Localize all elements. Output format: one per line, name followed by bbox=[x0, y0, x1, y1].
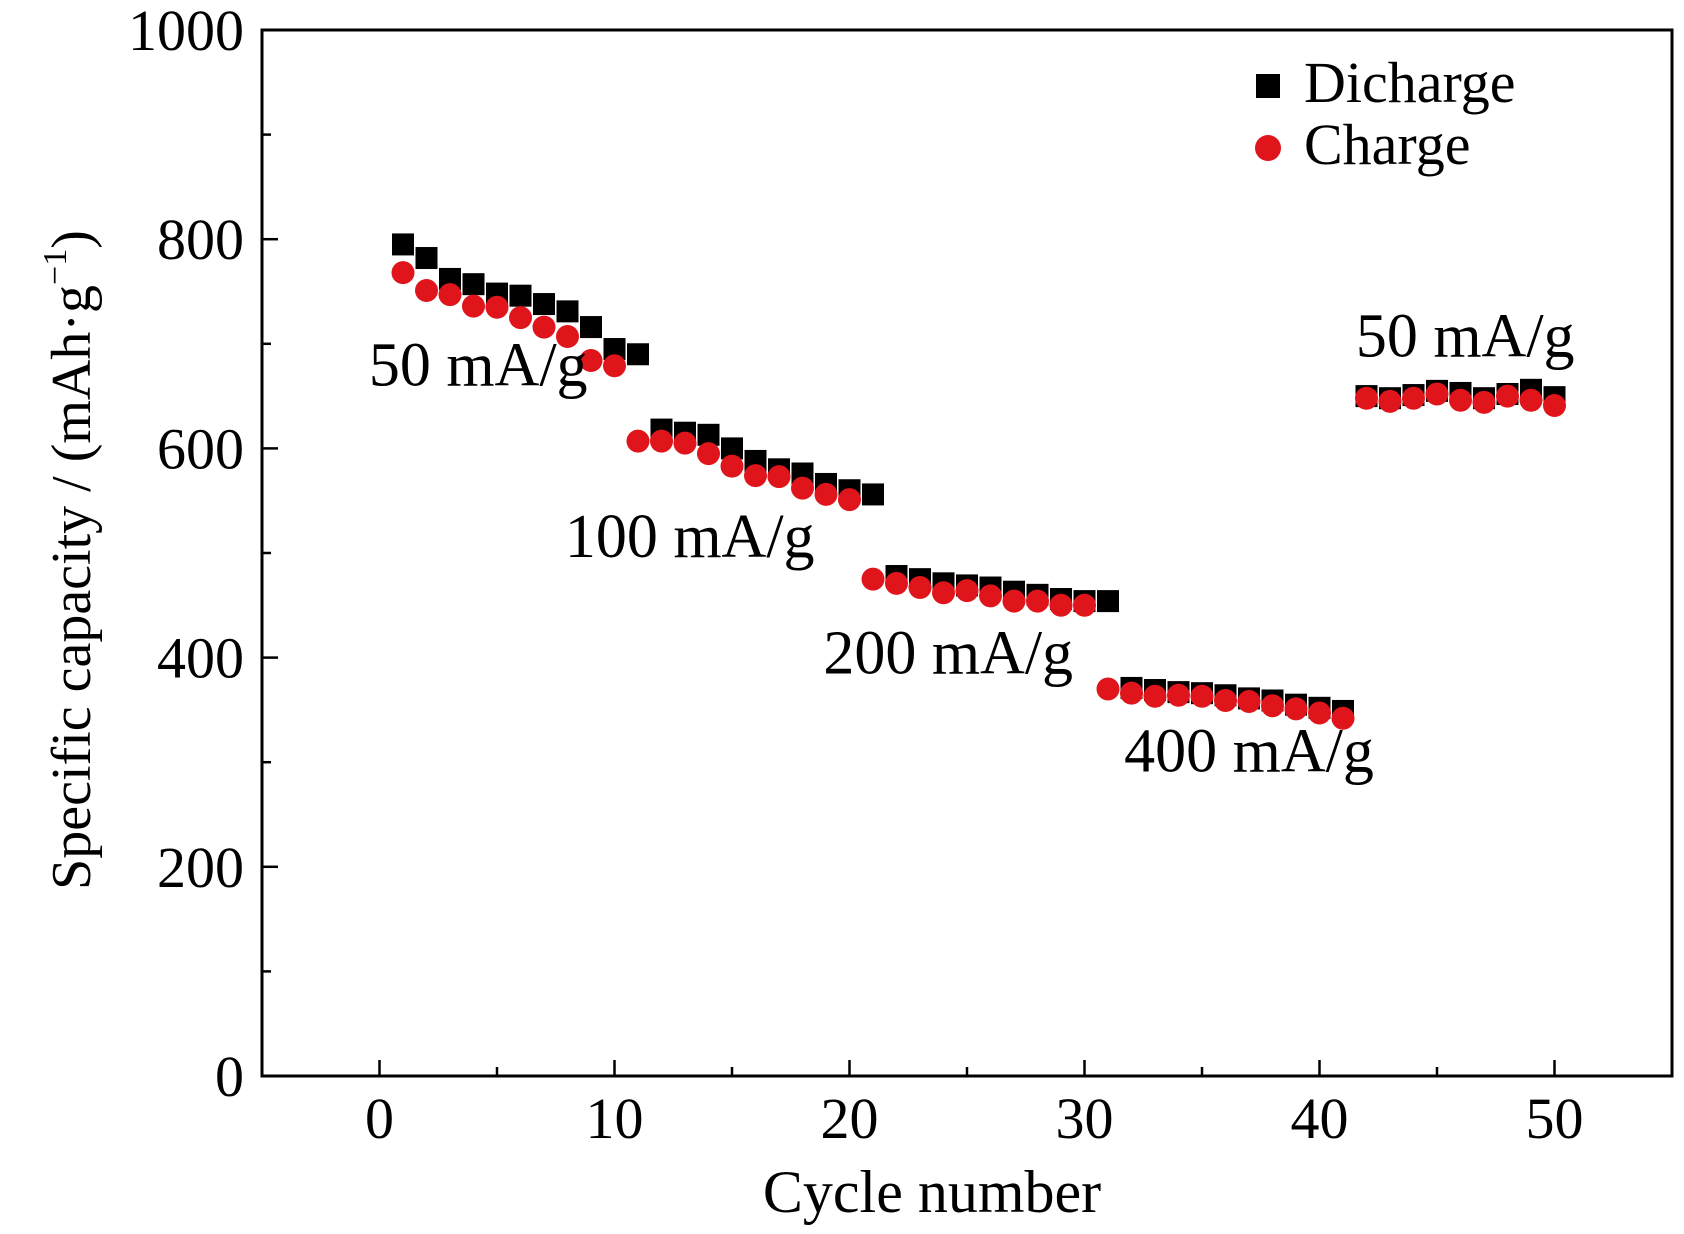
charge-point bbox=[1049, 593, 1073, 617]
charge-point bbox=[391, 261, 415, 285]
plot-frame bbox=[260, 28, 1674, 1078]
charge-point bbox=[626, 429, 650, 453]
dicharge-point bbox=[580, 316, 602, 339]
charge-point bbox=[1355, 386, 1378, 410]
charge-point bbox=[603, 354, 626, 378]
legend-marker-charge bbox=[1255, 135, 1281, 161]
charge-point bbox=[1449, 388, 1472, 412]
dicharge-point bbox=[556, 300, 579, 323]
charge-point bbox=[415, 278, 438, 302]
legend: Dicharge Charge bbox=[1255, 50, 1516, 177]
charge-point bbox=[1543, 394, 1566, 418]
charge-point bbox=[532, 315, 556, 339]
y-tick-label: 800 bbox=[157, 207, 244, 272]
charge-point bbox=[509, 306, 532, 330]
x-tick-label: 0 bbox=[365, 1086, 394, 1151]
dicharge-point bbox=[721, 437, 743, 460]
x-tick-label: 40 bbox=[1291, 1086, 1349, 1151]
charge-point bbox=[579, 349, 603, 373]
y-tick-label: 400 bbox=[157, 626, 244, 691]
charge-point bbox=[1402, 386, 1425, 410]
charge-point bbox=[979, 584, 1002, 608]
charge-point bbox=[1096, 677, 1120, 701]
dicharge-point bbox=[627, 343, 649, 366]
charge-point bbox=[485, 295, 509, 319]
x-tick-label: 50 bbox=[1526, 1086, 1584, 1151]
charge-point bbox=[955, 579, 979, 603]
charge-point bbox=[438, 283, 462, 307]
charge-point bbox=[697, 442, 720, 466]
charge-point bbox=[1026, 589, 1049, 613]
charge-point bbox=[1472, 390, 1496, 414]
charge-point bbox=[1190, 684, 1214, 708]
x-tick-label: 20 bbox=[821, 1086, 879, 1151]
legend-label-charge: Charge bbox=[1304, 112, 1470, 177]
y-axis-label-close: ) bbox=[41, 230, 103, 249]
dicharge-point bbox=[509, 284, 532, 307]
charge-point bbox=[1143, 684, 1167, 708]
dicharge-point bbox=[392, 233, 414, 256]
y-tick-label: 600 bbox=[157, 416, 244, 481]
charge-point bbox=[1214, 688, 1237, 712]
dicharge-point bbox=[862, 483, 884, 506]
charge-point bbox=[1378, 389, 1402, 413]
charge-point bbox=[556, 324, 579, 348]
charge-point bbox=[1331, 706, 1355, 730]
charge-point bbox=[1237, 690, 1261, 714]
charge-point bbox=[1073, 593, 1096, 617]
charge-point bbox=[650, 429, 673, 453]
dicharge-point bbox=[697, 423, 720, 446]
y-tick-label: 0 bbox=[215, 1044, 244, 1109]
charge-point bbox=[1167, 683, 1190, 707]
x-axis-ticks: 0 10 20 30 40 50 bbox=[365, 1060, 1584, 1151]
dicharge-point bbox=[462, 273, 485, 296]
charge-point bbox=[673, 431, 697, 455]
charge-point bbox=[720, 454, 744, 478]
charge-point bbox=[744, 464, 767, 488]
dicharge-point bbox=[1097, 590, 1119, 613]
charge-point bbox=[1120, 681, 1143, 705]
charge-point bbox=[908, 576, 932, 600]
y-axis-label-exponent: −1 bbox=[37, 249, 74, 285]
y-axis-ticks: 0 200 400 600 800 1000 bbox=[128, 0, 278, 1109]
dicharge-point bbox=[603, 338, 626, 361]
rate-annotation: 100 mA/g bbox=[565, 503, 815, 571]
charge-point bbox=[932, 581, 955, 605]
y-axis-label: Specific capacity / (mAh·g−1) bbox=[37, 230, 103, 890]
dicharge-point bbox=[415, 247, 438, 270]
rate-annotation: 50 mA/g bbox=[1356, 302, 1575, 370]
x-tick-label: 10 bbox=[586, 1086, 644, 1151]
x-tick-label: 30 bbox=[1056, 1086, 1114, 1151]
charge-point bbox=[791, 476, 814, 500]
rate-annotation: 200 mA/g bbox=[823, 619, 1073, 687]
charge-point bbox=[1261, 694, 1284, 718]
charge-point bbox=[1425, 382, 1449, 406]
y-tick-label: 1000 bbox=[128, 0, 244, 63]
data-markers bbox=[391, 233, 1566, 730]
charge-point bbox=[462, 294, 485, 318]
rate-annotation: 50 mA/g bbox=[369, 332, 588, 400]
charge-point bbox=[1519, 388, 1543, 412]
dicharge-point bbox=[533, 293, 555, 316]
charge-point bbox=[861, 567, 885, 591]
dicharge-point bbox=[439, 267, 461, 290]
legend-label-dicharge: Dicharge bbox=[1304, 50, 1516, 115]
x-axis-label: Cycle number bbox=[763, 1159, 1101, 1225]
y-tick-label: 200 bbox=[157, 835, 244, 900]
rate-annotation: 400 mA/g bbox=[1124, 718, 1374, 786]
charge-point bbox=[814, 482, 838, 506]
charge-point bbox=[1308, 701, 1331, 725]
charge-point bbox=[767, 465, 791, 489]
charge-point bbox=[1002, 589, 1026, 613]
legend-marker-dicharge bbox=[1256, 74, 1280, 98]
charge-point bbox=[838, 488, 861, 512]
charge-point bbox=[1284, 697, 1308, 721]
charge-point bbox=[885, 571, 908, 595]
charge-point bbox=[1496, 384, 1519, 408]
y-axis-label-main: Specific capacity / (mAh·g bbox=[41, 285, 103, 890]
